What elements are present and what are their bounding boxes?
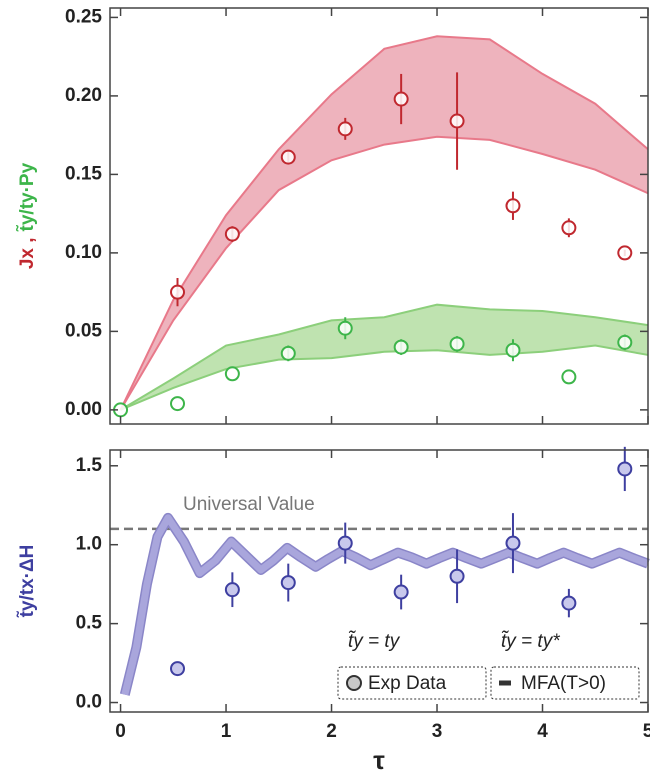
data-point bbox=[505, 342, 521, 358]
x-axis-label: τ bbox=[373, 745, 385, 774]
y-tick-label: 0.00 bbox=[65, 399, 102, 420]
data-point bbox=[280, 575, 296, 591]
data-point bbox=[337, 121, 353, 137]
data-point bbox=[617, 334, 633, 350]
legend-header: t̃y = ty* bbox=[501, 631, 560, 652]
data-point bbox=[337, 320, 353, 336]
band-lower bbox=[120, 344, 649, 411]
legend-box bbox=[337, 666, 487, 700]
data-point bbox=[224, 226, 240, 242]
y-tick-label: 0.20 bbox=[65, 85, 102, 106]
y-tick-label: 0.25 bbox=[65, 6, 102, 27]
y-axis-label: Jx , t̃y/ty·Py bbox=[16, 162, 38, 269]
band-upper bbox=[120, 303, 649, 411]
band-lower bbox=[119, 135, 649, 411]
band bbox=[120, 304, 649, 410]
legend-header: t̃y = ty bbox=[348, 631, 401, 652]
y-label-part: t̃y/ty·Py bbox=[16, 162, 38, 232]
data-point bbox=[505, 198, 521, 214]
y-label-part: Jx , bbox=[17, 237, 38, 269]
legend-marker bbox=[346, 675, 362, 691]
data-point bbox=[449, 113, 465, 129]
data-point bbox=[170, 661, 186, 677]
data-point bbox=[449, 568, 465, 584]
reference-label: Universal Value bbox=[183, 494, 315, 515]
plot-frame bbox=[109, 7, 649, 425]
data-point bbox=[280, 149, 296, 165]
y-axis-label: t̃y/tx·ΔH bbox=[16, 545, 38, 618]
data-point bbox=[224, 582, 240, 598]
y-tick-label: 1.0 bbox=[76, 534, 102, 555]
data-point bbox=[561, 369, 577, 385]
y-tick-label: 0.05 bbox=[65, 320, 102, 341]
x-tick-label: 2 bbox=[326, 721, 337, 742]
data-point bbox=[393, 91, 409, 107]
y-tick-label: 0.0 bbox=[76, 692, 102, 713]
x-tick-label: 5 bbox=[643, 721, 650, 742]
data-point bbox=[280, 345, 296, 361]
y-tick-label: 0.15 bbox=[65, 163, 102, 184]
y-tick-label: 0.10 bbox=[65, 242, 102, 263]
data-point bbox=[505, 535, 521, 551]
data-point bbox=[617, 461, 633, 477]
legend-box bbox=[490, 666, 640, 700]
data-point bbox=[449, 336, 465, 352]
x-tick-label: 3 bbox=[432, 721, 443, 742]
data-point bbox=[393, 584, 409, 600]
band-upper bbox=[119, 35, 649, 411]
curve-band-inner bbox=[121, 514, 650, 696]
data-point bbox=[393, 339, 409, 355]
x-tick-label: 0 bbox=[115, 721, 126, 742]
band bbox=[120, 36, 649, 410]
plot-frame bbox=[109, 449, 649, 713]
legend-label: Exp Data bbox=[368, 673, 447, 694]
legend-label: MFA(T>0) bbox=[521, 673, 606, 694]
data-point bbox=[617, 245, 633, 261]
y-tick-label: 1.5 bbox=[76, 455, 103, 476]
x-tick-label: 1 bbox=[221, 721, 232, 742]
data-point bbox=[170, 396, 186, 412]
data-point bbox=[337, 535, 353, 551]
x-tick-label: 4 bbox=[537, 721, 548, 742]
data-point bbox=[561, 220, 577, 236]
data-point bbox=[224, 366, 240, 382]
data-point bbox=[170, 284, 186, 300]
y-tick-label: 0.5 bbox=[76, 613, 103, 634]
data-point bbox=[561, 595, 577, 611]
